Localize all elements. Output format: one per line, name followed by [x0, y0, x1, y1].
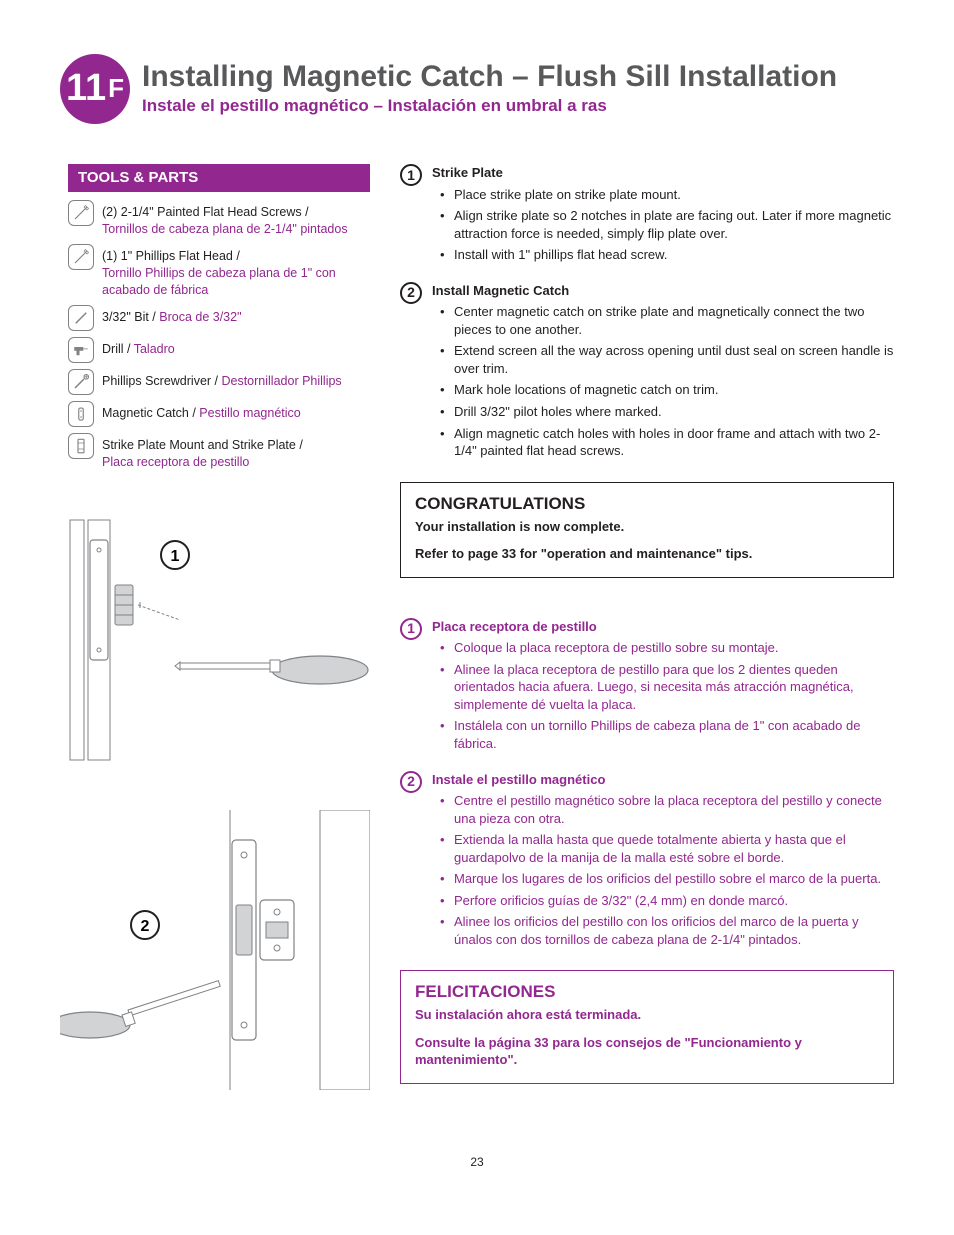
step-bullet: Perfore orificios guías de 3/32" (2,4 mm… — [444, 892, 894, 910]
tool-en: 3/32" Bit — [102, 310, 149, 324]
congrats-reference: Refer to page 33 for "operation and main… — [415, 545, 879, 563]
tool-text: Phillips Screwdriver / Destornillador Ph… — [102, 369, 342, 390]
tool-text: 3/32" Bit / Broca de 3/32" — [102, 305, 242, 326]
tools-heading: TOOLS & PARTS — [68, 164, 370, 192]
tool-en: Strike Plate Mount and Strike Plate — [102, 438, 296, 452]
instruction-step-es: 1 Placa receptora de pestillo Coloque la… — [400, 618, 894, 757]
step-title: Placa receptora de pestillo — [432, 618, 894, 636]
step-bullet: Drill 3/32" pilot holes where marked. — [444, 403, 894, 421]
congrats-title: CONGRATULATIONS — [415, 493, 879, 516]
tool-en: (2) 2-1/4" Painted Flat Head Screws — [102, 205, 302, 219]
diagram-strike-plate: 1 — [60, 510, 370, 770]
page-header: 11 F Installing Magnetic Catch – Flush S… — [60, 60, 894, 124]
tool-es: Destornillador Phillips — [221, 374, 341, 388]
congrats-subtitle: Your installation is now complete. — [415, 518, 879, 536]
tool-item: (1) 1" Phillips Flat Head / Tornillo Phi… — [60, 244, 370, 299]
strike-plate-icon — [68, 433, 94, 459]
tool-text: (2) 2-1/4" Painted Flat Head Screws / To… — [102, 200, 348, 238]
step-body: Strike Plate Place strike plate on strik… — [432, 164, 894, 268]
tool-text: Strike Plate Mount and Strike Plate / Pl… — [102, 433, 303, 471]
congrats-title: FELICITACIONES — [415, 981, 879, 1004]
step-bullet: Place strike plate on strike plate mount… — [444, 186, 894, 204]
step-number: 1 — [400, 618, 422, 640]
screw-icon — [68, 244, 94, 270]
step-body: Instale el pestillo magnético Centre el … — [432, 771, 894, 953]
tool-item: Strike Plate Mount and Strike Plate / Pl… — [60, 433, 370, 471]
step-number: 2 — [400, 771, 422, 793]
tool-item: (2) 2-1/4" Painted Flat Head Screws / To… — [60, 200, 370, 238]
step-bullet: Mark hole locations of magnetic catch on… — [444, 381, 894, 399]
screwdriver-icon — [68, 369, 94, 395]
tool-es: Tornillos de cabeza plana de 2-1/4" pint… — [102, 222, 348, 236]
tool-en: Magnetic Catch — [102, 406, 189, 420]
tool-es: Taladro — [134, 342, 175, 356]
step-title: Install Magnetic Catch — [432, 282, 894, 300]
screw-icon — [68, 200, 94, 226]
magnetic-catch-icon — [68, 401, 94, 427]
badge-letter: F — [108, 71, 124, 106]
tool-es: Tornillo Phillips de cabeza plana de 1" … — [102, 266, 336, 297]
instruction-step-es: 2 Instale el pestillo magnético Centre e… — [400, 771, 894, 953]
instruction-step: 2 Install Magnetic Catch Center magnetic… — [400, 282, 894, 464]
tool-en: Phillips Screwdriver — [102, 374, 211, 388]
step-bullet: Extienda la malla hasta que quede totalm… — [444, 831, 894, 866]
step-bullet: Marque los lugares de los orificios del … — [444, 870, 894, 888]
step-bullet: Install with 1" phillips flat head screw… — [444, 246, 894, 264]
step-bullet: Coloque la placa receptora de pestillo s… — [444, 639, 894, 657]
title-block: Installing Magnetic Catch – Flush Sill I… — [142, 60, 894, 118]
step-bullet: Alinee la placa receptora de pestillo pa… — [444, 661, 894, 714]
svg-text:1: 1 — [171, 548, 180, 565]
step-bullet: Extend screen all the way across opening… — [444, 342, 894, 377]
step-number: 2 — [400, 282, 422, 304]
step-number: 1 — [400, 164, 422, 186]
tool-es: Placa receptora de pestillo — [102, 455, 249, 469]
left-column: TOOLS & PARTS (2) 2-1/4" Painted Flat He… — [60, 164, 370, 1124]
tool-item: 3/32" Bit / Broca de 3/32" — [60, 305, 370, 331]
felicitaciones-box: FELICITACIONES Su instalación ahora está… — [400, 970, 894, 1084]
badge-number: 11 — [66, 63, 106, 114]
step-title: Instale el pestillo magnético — [432, 771, 894, 789]
step-title: Strike Plate — [432, 164, 894, 182]
congratulations-box: CONGRATULATIONS Your installation is now… — [400, 482, 894, 578]
step-bullet: Centre el pestillo magnético sobre la pl… — [444, 792, 894, 827]
step-bullet: Align magnetic catch holes with holes in… — [444, 425, 894, 460]
tool-item: Drill / Taladro — [60, 337, 370, 363]
instruction-step: 1 Strike Plate Place strike plate on str… — [400, 164, 894, 268]
page-number: 23 — [60, 1154, 894, 1170]
step-bullet: Instálela con un tornillo Phillips de ca… — [444, 717, 894, 752]
tool-en: (1) 1" Phillips Flat Head — [102, 249, 233, 263]
drill-bit-icon — [68, 305, 94, 331]
step-badge: 11 F — [60, 54, 130, 124]
step-bullet: Center magnetic catch on strike plate an… — [444, 303, 894, 338]
congrats-reference: Consulte la página 33 para los consejos … — [415, 1034, 879, 1069]
title-spanish: Instale el pestillo magnético – Instalac… — [142, 95, 894, 118]
tool-en: Drill — [102, 342, 124, 356]
step-bullet: Alinee los orificios del pestillo con lo… — [444, 913, 894, 948]
step-body: Placa receptora de pestillo Coloque la p… — [432, 618, 894, 757]
tool-es: Broca de 3/32" — [159, 310, 241, 324]
right-column: 1 Strike Plate Place strike plate on str… — [400, 164, 894, 1124]
diagram-magnetic-catch: 2 — [60, 810, 370, 1090]
step-body: Install Magnetic Catch Center magnetic c… — [432, 282, 894, 464]
tool-es: Pestillo magnético — [199, 406, 300, 420]
tool-item: Magnetic Catch / Pestillo magnético — [60, 401, 370, 427]
svg-text:2: 2 — [141, 918, 150, 935]
congrats-subtitle: Su instalación ahora está terminada. — [415, 1006, 879, 1024]
drill-icon — [68, 337, 94, 363]
tool-item: Phillips Screwdriver / Destornillador Ph… — [60, 369, 370, 395]
tool-text: (1) 1" Phillips Flat Head / Tornillo Phi… — [102, 244, 370, 299]
tool-text: Magnetic Catch / Pestillo magnético — [102, 401, 301, 422]
step-bullet: Align strike plate so 2 notches in plate… — [444, 207, 894, 242]
title-english: Installing Magnetic Catch – Flush Sill I… — [142, 60, 894, 93]
tool-text: Drill / Taladro — [102, 337, 175, 358]
